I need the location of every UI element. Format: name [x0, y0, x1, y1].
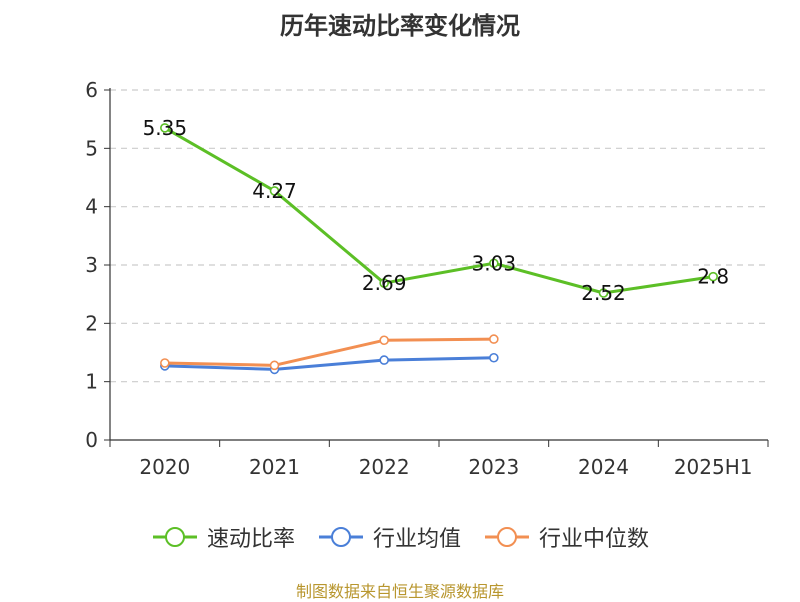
x-tick-label: 2025H1 — [674, 455, 753, 479]
data-label: 2.69 — [362, 271, 407, 295]
y-tick-label: 2 — [85, 311, 98, 335]
data-point[interactable] — [269, 360, 280, 371]
legend-marker-icon-0 — [152, 527, 197, 547]
data-point[interactable] — [379, 355, 389, 365]
series-lines — [160, 123, 718, 375]
legend: 速动比率 行业均值 行业中位数 — [0, 520, 800, 554]
data-point[interactable] — [379, 278, 389, 288]
series-line-0 — [164, 126, 714, 295]
data-label: 3.03 — [472, 251, 517, 275]
chart-title: 历年速动比率变化情况 — [280, 12, 520, 40]
data-label: 2.8 — [697, 265, 729, 289]
x-tick-label: 2024 — [578, 455, 629, 479]
data-label: 2.52 — [581, 281, 626, 305]
data-point[interactable] — [489, 334, 499, 344]
legend-item-series-1[interactable]: 行业均值 — [317, 521, 461, 553]
y-tick-label: 0 — [85, 428, 98, 452]
y-tick-label: 6 — [85, 78, 98, 102]
data-point[interactable] — [160, 358, 170, 368]
x-tick-label: 2020 — [139, 455, 190, 479]
source-note: 制图数据来自恒生聚源数据库 — [295, 582, 504, 601]
legend-marker-icon-2 — [485, 527, 529, 547]
data-label: 5.35 — [143, 116, 188, 140]
legend-label-1: 行业均值 — [372, 527, 461, 552]
x-tick-label: 2021 — [249, 455, 300, 479]
data-point[interactable] — [489, 258, 499, 269]
data-point[interactable] — [160, 123, 170, 133]
axes: 0 1 2 3 4 5 6 2020 2021 2022 2023 2024 2025H1 — [85, 78, 769, 479]
data-point[interactable] — [708, 271, 718, 282]
data-labels: 5.35 4.27 2.69 3.03 2.52 2.8 — [143, 116, 730, 305]
legend-marker-icon-1 — [318, 527, 363, 547]
legend-label-0: 速动比率 — [206, 527, 295, 552]
y-tick-label: 3 — [85, 253, 98, 277]
grid-lines — [110, 89, 768, 383]
x-tick-label: 2022 — [359, 455, 410, 479]
data-point[interactable] — [598, 288, 609, 298]
legend-item-series-2[interactable]: 行业中位数 — [483, 521, 649, 553]
y-tick-label: 4 — [85, 195, 98, 219]
series-line-1 — [164, 356, 494, 371]
y-tick-label: 5 — [85, 136, 98, 160]
data-point[interactable] — [379, 335, 389, 346]
series-line-2 — [164, 337, 494, 367]
data-point[interactable] — [489, 352, 499, 363]
y-tick-label: 1 — [85, 370, 98, 394]
legend-label-2: 行业中位数 — [539, 527, 650, 552]
data-label: 4.27 — [252, 179, 297, 203]
data-point[interactable] — [269, 186, 280, 196]
legend-item-series-0[interactable]: 速动比率 — [151, 521, 295, 553]
x-tick-label: 2023 — [468, 455, 519, 479]
